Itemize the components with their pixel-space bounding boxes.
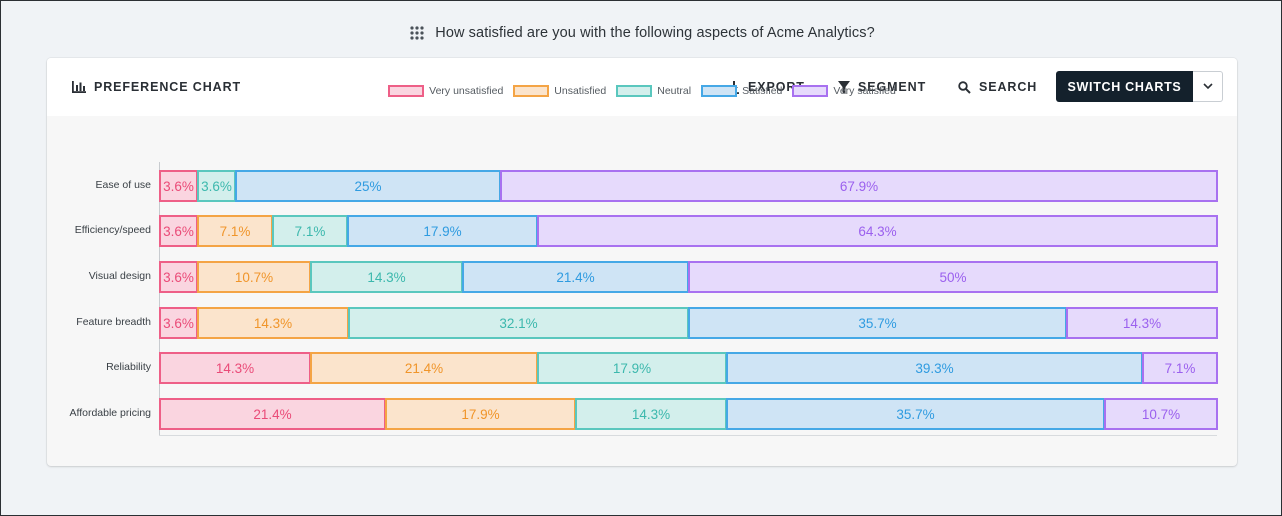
bar-segment[interactable]: 35.7% (688, 307, 1067, 339)
bar-data-label: 7.1% (294, 223, 326, 239)
bar-segment[interactable]: 32.1% (348, 307, 689, 339)
row-label: Ease of use (95, 179, 151, 191)
bar-data-label: 50% (939, 269, 967, 285)
row-label: Affordable pricing (69, 407, 151, 419)
bar-segment[interactable]: 64.3% (537, 215, 1218, 247)
bar-segment[interactable]: 10.7% (197, 261, 311, 293)
question-header: How satisfied are you with the following… (1, 25, 1282, 41)
bar-data-label: 17.9% (423, 223, 462, 239)
bar-segment[interactable]: 21.4% (159, 398, 386, 430)
legend-item[interactable]: Very unsatisfied (388, 85, 503, 97)
legend-item[interactable]: Neutral (616, 85, 691, 97)
bar-data-label: 39.3% (915, 360, 954, 376)
bar-segment[interactable]: 35.7% (726, 398, 1105, 430)
legend-swatch (388, 85, 425, 97)
legend-label: Very satisfied (833, 85, 896, 97)
row-label: Visual design (88, 270, 151, 282)
question-text: How satisfied are you with the following… (435, 25, 875, 41)
bar-data-label: 17.9% (461, 406, 500, 422)
bar-data-label: 3.6% (163, 223, 194, 239)
search-label: SEARCH (979, 80, 1038, 94)
chevron-down-icon (1202, 83, 1213, 90)
search-icon (958, 80, 971, 94)
switch-charts-button[interactable]: SWITCH CHARTS (1056, 71, 1193, 102)
bar-segment[interactable]: 14.3% (159, 352, 311, 384)
bar-data-label: 14.3% (631, 406, 671, 422)
bar-segment[interactable]: 21.4% (462, 261, 689, 293)
bar-data-label: 21.4% (253, 406, 292, 422)
bar-data-label: 25% (354, 178, 382, 194)
bar-segment[interactable]: 17.9% (537, 352, 727, 384)
y-axis-line (159, 162, 160, 436)
bar-segment[interactable]: 14.3% (310, 261, 463, 293)
legend-label: Neutral (657, 85, 692, 97)
bar-segment[interactable]: 10.7% (1104, 398, 1218, 430)
chart-title-label: PREFERENCE CHART (94, 80, 242, 94)
bar-data-label: 3.6% (163, 178, 194, 194)
legend-swatch (701, 85, 738, 97)
legend-swatch (792, 85, 829, 97)
bar-segment[interactable]: 3.6% (159, 170, 198, 202)
bar-data-label: 17.9% (612, 360, 652, 376)
bar-data-label: 3.6% (163, 269, 194, 285)
bar-segment[interactable]: 25% (235, 170, 501, 202)
legend-item[interactable]: Unsatisfied (513, 85, 606, 97)
bar-data-label: 35.7% (896, 406, 935, 422)
bar-data-label: 10.7% (1141, 406, 1181, 422)
export-label: EXPORT (748, 80, 805, 94)
bar-data-label: 35.7% (858, 315, 897, 331)
bar-segment[interactable]: 14.3% (1066, 307, 1218, 339)
bar-data-label: 7.1% (1164, 360, 1196, 376)
bar-segment[interactable]: 50% (688, 261, 1218, 293)
row-label: Feature breadth (76, 316, 151, 328)
legend-label: Unsatisfied (554, 85, 607, 97)
bar-segment[interactable]: 3.6% (159, 307, 198, 339)
bar-data-label: 32.1% (499, 315, 538, 331)
legend-item[interactable]: Very satisfied (792, 85, 896, 97)
bar-data-label: 3.6% (201, 178, 232, 194)
bar-segment[interactable]: 7.1% (1142, 352, 1218, 384)
bar-segment[interactable]: 17.9% (385, 398, 576, 430)
legend-label: Satisfied (742, 85, 783, 97)
drag-handle-icon[interactable] (409, 25, 425, 41)
bar-chart-icon (72, 81, 86, 93)
bar-segment[interactable]: 67.9% (500, 170, 1218, 202)
bar-segment[interactable]: 17.9% (347, 215, 538, 247)
switch-charts-dropdown[interactable] (1193, 71, 1223, 102)
x-axis-line (159, 435, 1217, 436)
chart-title: PREFERENCE CHART (72, 58, 241, 116)
legend-swatch (513, 85, 550, 97)
bar-data-label: 3.6% (163, 315, 194, 331)
bar-data-label: 64.3% (858, 223, 897, 239)
bar-data-label: 14.3% (367, 269, 406, 285)
bar-data-label: 7.1% (219, 223, 251, 239)
bar-data-label: 10.7% (234, 269, 274, 285)
bar-data-label: 14.3% (1122, 315, 1162, 331)
bar-data-label: 14.3% (253, 315, 293, 331)
bar-segment[interactable]: 7.1% (272, 215, 348, 247)
row-label: Reliability (106, 361, 151, 373)
row-label: Efficiency/speed (74, 224, 151, 236)
bar-segment[interactable]: 3.6% (159, 261, 198, 293)
bar-segment[interactable]: 7.1% (197, 215, 273, 247)
bar-segment[interactable]: 14.3% (575, 398, 727, 430)
bar-segment[interactable]: 3.6% (159, 215, 198, 247)
bar-data-label: 21.4% (556, 269, 595, 285)
bar-data-label: 67.9% (839, 178, 879, 194)
bar-segment[interactable]: 14.3% (197, 307, 349, 339)
legend-swatch (616, 85, 653, 97)
bar-segment[interactable]: 3.6% (197, 170, 236, 202)
bar-data-label: 14.3% (215, 360, 255, 376)
bar-data-label: 21.4% (404, 360, 444, 376)
legend-label: Very unsatisfied (429, 85, 504, 97)
bar-segment[interactable]: 21.4% (310, 352, 538, 384)
chart-legend: Very unsatisfied Unsatisfied Neutral Satisf… (1, 85, 1282, 97)
legend-item[interactable]: Satisfied (701, 85, 782, 97)
bar-segment[interactable]: 39.3% (726, 352, 1143, 384)
filter-icon (838, 80, 850, 94)
segment-button[interactable]: SEGMENT (838, 58, 926, 116)
segment-label: SEGMENT (858, 80, 927, 94)
search-button[interactable]: SEARCH (958, 58, 1037, 116)
